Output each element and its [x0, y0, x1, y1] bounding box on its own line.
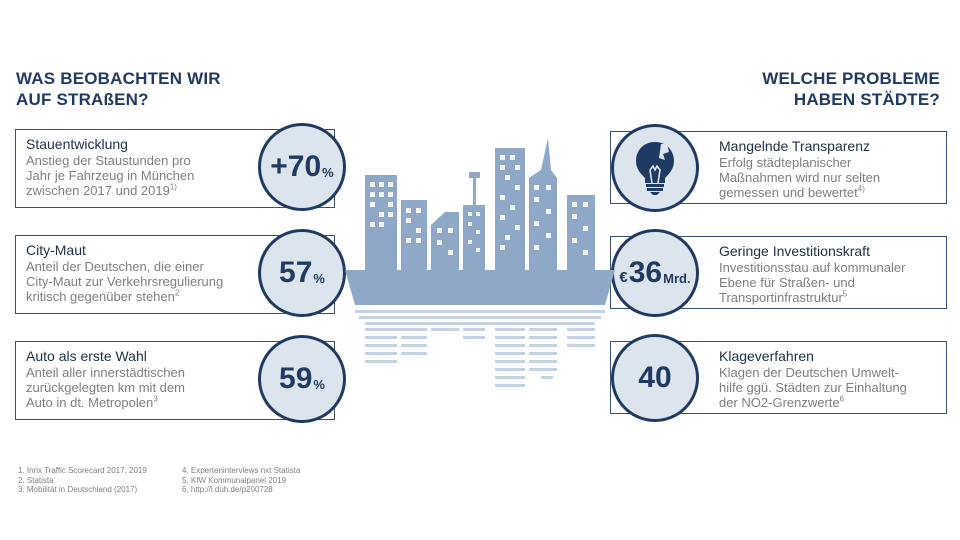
- card-body-line: gemessen und bewertet4): [719, 184, 865, 200]
- stat-unit: Mrd.: [663, 270, 691, 286]
- footnote: 4. Experteninterviews nxt Statista: [182, 466, 301, 475]
- card-body-line: Klagen der Deutschen Umwelt-: [719, 365, 899, 380]
- stat-circle: 40: [611, 334, 699, 422]
- stat-value: 40: [638, 361, 672, 394]
- lightbulb-icon: [636, 142, 674, 195]
- footnote: 2. Statista: [18, 475, 54, 485]
- stat-value: 36: [628, 256, 663, 289]
- card-body-line: Ebene für Straßen- und: [719, 275, 855, 290]
- stat-value: 57: [279, 256, 313, 289]
- card-body-line: Anteil aller innerstädtischen: [26, 365, 185, 380]
- stat-circle: 59 %: [258, 335, 346, 423]
- card-body-line: Investitionsstau auf kommunaler: [719, 260, 906, 275]
- stat-unit: %: [313, 270, 325, 286]
- footnotes-left: 1. Inrix Traffic Scorecard 2017, 2019 2.…: [18, 466, 147, 495]
- card-body-line: Jahr je Fahrzeug in München: [26, 168, 195, 183]
- card-body-line: hilfe ggü. Städten zur Einhaltung: [719, 380, 907, 395]
- right-heading-line-2: HABEN STÄDTE?: [793, 90, 940, 109]
- card-title: City-Maut: [26, 242, 86, 258]
- footnote: 5. KfW Kommunalpanel 2019: [182, 475, 287, 485]
- stat-unit: %: [322, 164, 334, 180]
- card-body-line: Auto in dt. Metropolen3: [26, 394, 158, 410]
- card-title: Klageverfahren: [719, 348, 814, 364]
- card-body: Investitionsstau auf kommunaler Ebene fü…: [719, 260, 905, 305]
- footnote-ref: 6: [839, 394, 845, 404]
- right-heading-line-1: WELCHE PROBLEME: [762, 69, 940, 88]
- footnote-ref: 3: [153, 394, 158, 404]
- stat-circle: +70 %: [258, 123, 346, 211]
- footnote: 3. Mobilität in Deutschland (2017): [18, 485, 138, 494]
- card-body-line: zurückgelegten km mit dem: [26, 380, 185, 395]
- card-body: Klagen der Deutschen Umwelt- hilfe ggü. …: [719, 365, 907, 410]
- card-auto-erste-wahl: Auto als erste Wahl Anteil aller innerst…: [15, 335, 346, 423]
- card-body-line: Transportinfrastruktur5: [719, 289, 848, 305]
- footnote-ref: 2: [174, 288, 180, 298]
- footnote-ref: 1): [169, 182, 177, 192]
- card-body-line: City-Maut zur Verkehrsregulierung: [26, 274, 224, 289]
- stat-circle: € 36 Mrd.: [611, 229, 699, 317]
- card-investitionskraft: € 36 Mrd. Geringe Investitionskraft Inve…: [610, 229, 947, 317]
- footnotes-right: 4. Experteninterviews nxt Statista 5. Kf…: [182, 466, 300, 495]
- card-body-line: Erfolg städteplanischer: [719, 155, 852, 170]
- card-stauentwicklung: Stauentwicklung Anstieg der Staustunden …: [15, 123, 346, 211]
- card-body: Erfolg städteplanischer Maßnahmen wird n…: [719, 155, 880, 200]
- stat-value: 59: [279, 362, 313, 395]
- card-body-line: Anteil der Deutschen, die einer: [26, 259, 204, 274]
- card-body-line: Maßnahmen wird nur selten: [719, 170, 881, 185]
- card-title: Auto als erste Wahl: [26, 348, 147, 364]
- card-body: Anteil der Deutschen, die einer City-Mau…: [26, 259, 223, 304]
- card-body-line: der NO2-Grenzwerte6: [719, 394, 845, 410]
- footnote: 1. Inrix Traffic Scorecard 2017, 2019: [18, 466, 147, 475]
- stat-circle: 57 %: [258, 229, 346, 317]
- card-klageverfahren: 40 Klageverfahren Klagen der Deutschen U…: [610, 334, 947, 422]
- right-heading: WELCHE PROBLEME HABEN STÄDTE?: [680, 68, 940, 110]
- card-body-line: kritisch gegenüber stehen2: [26, 288, 180, 304]
- card-body: Anstieg der Staustunden pro Jahr je Fahr…: [26, 153, 194, 198]
- stat-circle: [611, 124, 699, 212]
- card-body-line: Anstieg der Staustunden pro: [26, 153, 191, 168]
- left-heading-line-1: WAS BEOBACHTEN WIR: [16, 69, 221, 88]
- card-city-maut: City-Maut Anteil der Deutschen, die eine…: [15, 229, 346, 317]
- card-title: Mangelnde Transparenz: [719, 138, 870, 154]
- footnote: 6. http://l.duh.de/p200728: [182, 485, 273, 494]
- stat-value: +70: [270, 150, 322, 183]
- card-body: Anteil aller innerstädtischen zurückgele…: [26, 365, 185, 410]
- card-mangelnde-transparenz: Mangelnde Transparenz Erfolg städteplani…: [610, 124, 947, 212]
- left-heading: WAS BEOBACHTEN WIR AUF STRAßEN?: [16, 68, 276, 110]
- left-heading-line-2: AUF STRAßEN?: [16, 90, 149, 109]
- card-title: Stauentwicklung: [26, 136, 128, 152]
- card-title: Geringe Investitionskraft: [719, 243, 870, 259]
- footnote-ref: 5: [842, 289, 848, 299]
- stat-prefix: €: [619, 268, 628, 286]
- card-body-line: zwischen 2017 und 20191): [26, 182, 177, 198]
- city-skyline-illustration: [345, 138, 615, 387]
- footnote-ref: 4): [857, 184, 865, 194]
- stat-unit: %: [313, 376, 325, 392]
